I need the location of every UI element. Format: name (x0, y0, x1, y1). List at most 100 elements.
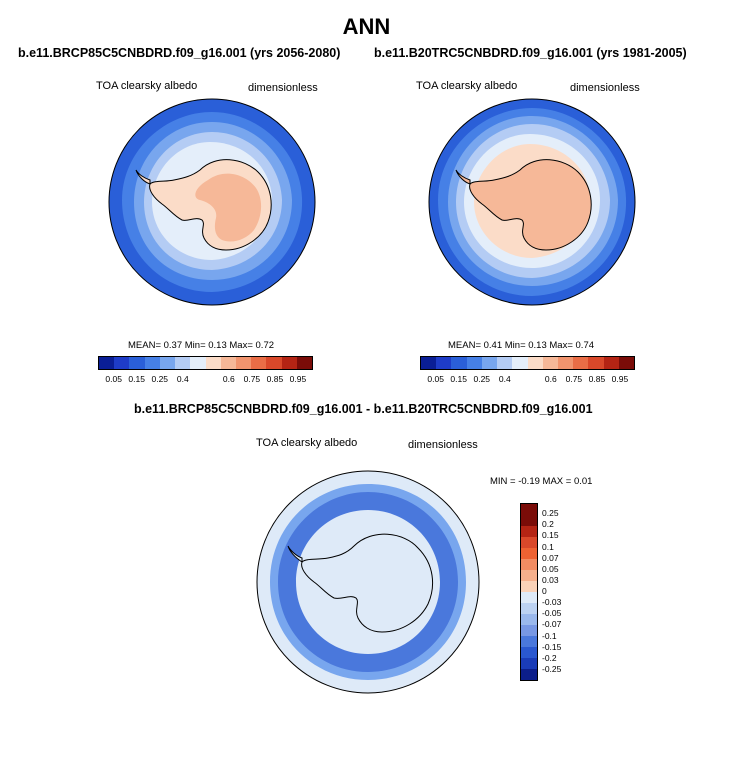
right-colorbar-tick-label: 0.25 (473, 374, 491, 384)
antarctica-interior (195, 173, 262, 242)
right-colorbar-tick-label: 0.15 (450, 374, 467, 384)
right-colorbar-swatch-5 (497, 357, 513, 369)
left-polar-map (108, 98, 316, 306)
right-colorbar-swatch-2 (451, 357, 467, 369)
diff-colorbar-tick-label: -0.2 (542, 652, 557, 663)
right-colorbar-swatch-12 (603, 357, 619, 369)
left-colorbar-swatch-6 (190, 357, 206, 369)
diff-colorbar-swatch-15 (521, 669, 537, 680)
peninsula (135, 169, 151, 185)
left-colorbar: 0.05 0.15 0.25 0.4 0.6 0.75 0.85 0.95 (98, 356, 313, 384)
right-colorbar-swatch-10 (573, 357, 589, 369)
right-units-label: dimensionless (570, 82, 640, 94)
diff-colorbar-swatch-6 (521, 570, 537, 581)
diff-colorbar-tick-label: -0.15 (542, 641, 562, 652)
right-colorbar-swatch-6 (512, 357, 528, 369)
diff-colorbar-swatch-4 (521, 548, 537, 559)
diff-stats: MIN = -0.19 MAX = 0.01 (490, 476, 593, 487)
diff-colorbar-swatch-10 (521, 614, 537, 625)
diff-colorbar-tick-label: -0.07 (542, 619, 562, 630)
left-variable-label: TOA clearsky albedo (96, 80, 198, 92)
right-colorbar-swatch-3 (466, 357, 482, 369)
diff-colorbar-swatch-3 (521, 537, 537, 548)
diff-colorbar (520, 503, 538, 681)
right-colorbar-swatch-4 (481, 357, 498, 369)
left-colorbar-tick-label: 0.6 (222, 374, 235, 384)
right-colorbar-tick-label: 0.95 (611, 374, 629, 384)
diff-colorbar-swatch-11 (521, 625, 537, 636)
left-colorbar-tick-label: 0.05 (105, 374, 122, 384)
diff-case-title: b.e11.BRCP85C5CNBDRD.f09_g16.001 - b.e11… (134, 402, 593, 416)
left-colorbar-tick-label: 0.95 (289, 374, 307, 384)
left-colorbar-swatch-0 (99, 357, 115, 369)
right-colorbar-tick-label: 0.6 (544, 374, 557, 384)
right-colorbar-tick-label: 0.05 (427, 374, 444, 384)
peninsula (287, 545, 303, 563)
left-colorbar-tick-label: 0.15 (128, 374, 145, 384)
diff-colorbar-swatch-1 (521, 515, 537, 526)
diff-colorbar-tick-label: -0.1 (542, 630, 557, 641)
left-units-label: dimensionless (248, 82, 318, 94)
diff-colorbar-tick-label: -0.25 (542, 663, 562, 674)
diff-colorbar-swatch-0 (521, 504, 537, 515)
right-colorbar-tick-label: 0.4 (498, 374, 511, 384)
right-colorbar-swatch-8 (542, 357, 558, 369)
right-stats: MEAN= 0.41 Min= 0.13 Max= 0.74 (448, 340, 595, 351)
diff-colorbar-ticks: 0.25 0.2 0.15 0.1 0.07 0.05 0.03 0 -0.03 -0.05 -0.… (542, 503, 582, 681)
left-colorbar-tick-label: 0.4 (176, 374, 189, 384)
right-colorbar-tick-label: 0.85 (588, 374, 606, 384)
diff-colorbar-swatch-7 (521, 581, 537, 592)
diff-colorbar-swatch-12 (521, 636, 537, 647)
left-colorbar-swatch-2 (129, 357, 145, 369)
diff-colorbar-tick-label: 0.07 (542, 552, 559, 563)
diff-colorbar-tick-label: 0.1 (542, 541, 554, 552)
antarctica-land (301, 533, 434, 633)
right-colorbar-swatch-7 (527, 357, 543, 369)
left-colorbar-tick-label: 0.85 (266, 374, 284, 384)
left-case-title: b.e11.BRCP85C5CNBDRD.f09_g16.001 (yrs 20… (18, 46, 341, 60)
right-colorbar-swatch-11 (588, 357, 604, 369)
right-variable-label: TOA clearsky albedo (416, 80, 518, 92)
right-colorbar: 0.05 0.15 0.25 0.4 0.6 0.75 0.85 0.95 (420, 356, 635, 384)
diff-colorbar-swatch-8 (521, 592, 537, 603)
diff-colorbar-tick-label: 0.2 (542, 519, 554, 530)
left-colorbar-swatch-7 (205, 357, 221, 369)
right-case-title: b.e11.B20TRC5CNBDRD.f09_g16.001 (yrs 198… (374, 46, 687, 60)
diff-colorbar-tick-label: -0.03 (542, 597, 562, 608)
diff-colorbar-tick-label: 0 (542, 586, 547, 596)
peninsula (455, 169, 471, 185)
right-colorbar-swatch-0 (421, 357, 437, 369)
left-colorbar-tick-label: 0.25 (151, 374, 169, 384)
right-colorbar-tick-label: 0.75 (565, 374, 583, 384)
left-colorbar-swatch-5 (175, 357, 191, 369)
diff-colorbar-swatch-2 (521, 526, 537, 537)
figure-title: ANN (342, 14, 391, 39)
diff-units-label: dimensionless (408, 439, 478, 451)
left-colorbar-swatch-8 (220, 357, 236, 369)
left-colorbar-tick-label: 0.75 (243, 374, 261, 384)
diff-colorbar-swatch-14 (521, 658, 537, 669)
diff-polar-map (256, 470, 480, 694)
left-colorbar-swatch-12 (281, 357, 297, 369)
diff-variable-label: TOA clearsky albedo (256, 437, 358, 449)
diff-colorbar-tick-label: -0.05 (542, 608, 562, 619)
diff-colorbar-tick-label: 0.05 (542, 563, 559, 574)
diff-colorbar-swatch-9 (521, 603, 537, 614)
diff-colorbar-tick-label: 0.25 (542, 508, 559, 519)
diff-colorbar-swatch-5 (521, 559, 537, 570)
right-colorbar-swatch-1 (436, 357, 452, 369)
left-colorbar-swatch-4 (159, 357, 176, 369)
right-colorbar-swatch-13 (618, 357, 635, 369)
left-colorbar-swatch-1 (114, 357, 130, 369)
diff-colorbar-tick-label: 0.03 (542, 574, 559, 585)
left-colorbar-swatch-9 (235, 357, 252, 369)
antarctica-land (469, 159, 592, 251)
right-polar-map (428, 98, 636, 306)
left-colorbar-swatch-11 (266, 357, 282, 369)
left-colorbar-swatch-3 (144, 357, 160, 369)
left-stats: MEAN= 0.37 Min= 0.13 Max= 0.72 (128, 340, 275, 351)
diff-colorbar-tick-label: 0.15 (542, 530, 559, 541)
right-colorbar-swatch-9 (557, 357, 574, 369)
left-colorbar-swatch-10 (251, 357, 267, 369)
diff-colorbar-swatch-13 (521, 647, 537, 658)
